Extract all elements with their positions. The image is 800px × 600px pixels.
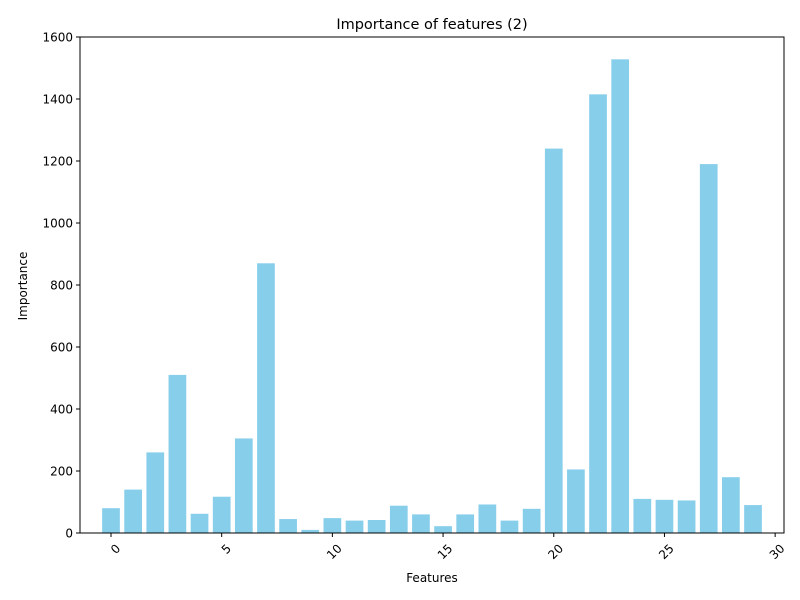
bar-feature-9	[301, 529, 320, 533]
chart-title: Importance of features (2)	[336, 17, 527, 33]
bar-feature-22	[589, 94, 607, 533]
x-tick-label: 5	[219, 541, 234, 556]
y-tick-label: 600	[50, 341, 73, 355]
bar-feature-18	[500, 520, 519, 533]
bars-group	[102, 59, 762, 533]
bar-feature-16	[456, 514, 475, 533]
x-axis-label: Features	[406, 571, 458, 585]
y-tick-label: 200	[50, 465, 73, 479]
bar-feature-13	[389, 505, 408, 533]
bar-feature-26	[677, 500, 696, 533]
bar-feature-4	[190, 513, 209, 533]
y-tick-label: 1600	[42, 31, 73, 45]
bar-feature-29	[744, 505, 762, 533]
bar-feature-6	[234, 438, 253, 533]
bar-feature-8	[279, 519, 297, 533]
x-tick-label: 15	[435, 541, 456, 562]
y-tick-label: 1200	[42, 155, 73, 169]
y-tick-label: 800	[50, 279, 73, 293]
x-axis: 0 5 10 15 20 25 30	[108, 533, 787, 562]
x-tick-label: 30	[767, 541, 788, 562]
bar-feature-5	[212, 496, 231, 533]
x-tick-label: 20	[545, 541, 566, 562]
bar-feature-15	[434, 526, 452, 533]
bar-feature-3	[168, 374, 187, 533]
bar-feature-19	[522, 508, 541, 533]
plot-frame	[79, 36, 785, 534]
bar-feature-14	[412, 514, 430, 533]
x-tick-label: 10	[324, 541, 345, 562]
bar-feature-23	[611, 59, 630, 533]
bar-feature-1	[124, 489, 142, 533]
bar-feature-17	[478, 504, 497, 533]
bar-feature-10	[323, 518, 342, 533]
bar-feature-24	[633, 498, 652, 533]
bar-feature-0	[102, 508, 120, 533]
bar-feature-28	[722, 477, 740, 533]
y-tick-label: 400	[50, 403, 73, 417]
bar-feature-21	[567, 469, 585, 533]
bar-feature-11	[345, 520, 364, 533]
bar-feature-27	[699, 164, 718, 533]
bar-feature-2	[146, 452, 165, 533]
x-tick-label: 0	[108, 541, 123, 556]
bar-feature-12	[367, 519, 386, 533]
bar-feature-7	[257, 263, 275, 533]
y-tick-label: 1400	[42, 93, 73, 107]
y-tick-label: 0	[65, 527, 73, 541]
y-axis: 0 200 400 600 800 1000 1200 1400 1600	[42, 31, 80, 541]
x-tick-label: 25	[656, 541, 677, 562]
bar-feature-25	[655, 499, 674, 533]
y-axis-label: Importance	[16, 252, 30, 321]
bar-feature-20	[544, 148, 563, 533]
y-tick-label: 1000	[42, 217, 73, 231]
